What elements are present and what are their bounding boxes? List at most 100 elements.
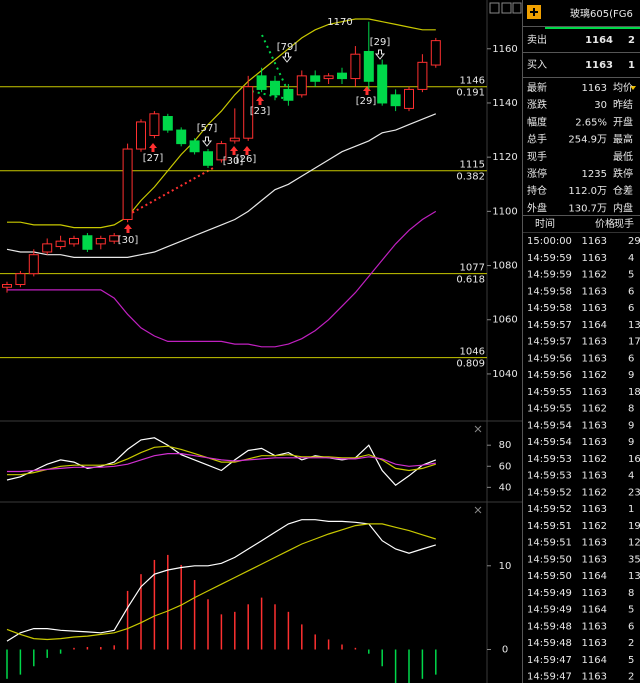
- quote-label: 涨跌: [527, 98, 547, 111]
- bid-price: 1163: [585, 60, 613, 71]
- quote-label: 内盘: [613, 201, 633, 214]
- signal-label: [79]: [277, 42, 298, 53]
- candle-body: [109, 235, 120, 242]
- trade-price: 1164: [582, 605, 607, 616]
- candle-body: [136, 121, 146, 150]
- candle-body: [350, 53, 361, 80]
- y-tick-label: 1100: [492, 206, 517, 217]
- trade-volume: 35: [628, 554, 640, 565]
- close-icon[interactable]: [474, 425, 482, 433]
- trend-dots: [245, 89, 293, 101]
- trade-time: 14:59:59: [527, 253, 572, 264]
- signal-label: [23]: [250, 106, 271, 117]
- candle-body: [430, 40, 441, 66]
- trade-time: 14:59:50: [527, 571, 572, 582]
- up-arrow: [149, 143, 157, 152]
- signals: [124, 34, 386, 233]
- quote-label: 外盘: [527, 201, 547, 214]
- trade-volume: 6: [628, 353, 634, 364]
- trade-time: 14:59:51: [527, 521, 572, 532]
- candle-body: [122, 148, 133, 220]
- trade-volume: 17: [628, 337, 640, 348]
- level-value: 1077: [460, 263, 485, 274]
- quote-label: 均价: [613, 82, 633, 94]
- candle-body: [176, 129, 187, 145]
- quote-label: 仓差: [613, 184, 633, 197]
- trade-price: 1163: [582, 437, 607, 448]
- bid-label: 买入: [527, 59, 547, 71]
- trade-time: 14:59:58: [527, 286, 572, 297]
- candle-body: [363, 50, 374, 82]
- trade-volume: 6: [628, 303, 634, 314]
- trade-price: 1162: [582, 404, 607, 415]
- quote-label: 最低: [613, 150, 633, 163]
- trade-volume: 19: [628, 521, 640, 532]
- quote-frame: [523, 5, 640, 233]
- oscillator-line: [7, 453, 436, 473]
- dropdown-icon[interactable]: [630, 86, 636, 90]
- up-arrow: [230, 146, 238, 155]
- trade-time: 14:59:51: [527, 538, 572, 549]
- candle-body: [2, 284, 12, 288]
- quote-label: 涨停: [527, 167, 547, 180]
- level-ratio: 0.191: [456, 88, 485, 99]
- tool-icon[interactable]: [489, 2, 500, 14]
- trade-volume: 5: [628, 655, 634, 666]
- quote-label: 最高: [613, 133, 633, 146]
- macd-plot: [6, 519, 437, 683]
- signal-label: [30]: [223, 156, 244, 167]
- trade-time: 14:59:55: [527, 387, 572, 398]
- trade-time: 14:59:48: [527, 621, 572, 632]
- trade-time: 14:59:50: [527, 554, 572, 565]
- y-tick-label: 80: [499, 440, 512, 451]
- bid-volume: 1: [628, 60, 635, 71]
- quote-label: 现手: [527, 150, 547, 163]
- signal-label: [30]: [118, 235, 139, 246]
- level-ratio: 0.382: [456, 172, 485, 183]
- trade-volume: 6: [628, 621, 634, 632]
- ask-price: 1164: [585, 35, 613, 46]
- trade-price: 1163: [582, 588, 607, 599]
- quote-value: 112.0万: [568, 186, 607, 197]
- oscillator-line: [6, 437, 437, 486]
- macd-line: [6, 519, 436, 642]
- quote-label: 持仓: [527, 184, 547, 197]
- candle-body: [377, 64, 388, 104]
- tool-icon[interactable]: [512, 2, 522, 14]
- candle-body: [390, 94, 401, 107]
- candle-body: [417, 61, 428, 90]
- trade-price: 1162: [582, 454, 607, 465]
- trade-time: 14:59:57: [527, 320, 572, 331]
- overlay-line: [6, 113, 437, 258]
- trade-time: 14:59:52: [527, 487, 572, 498]
- trade-volume: 2: [628, 672, 634, 683]
- trade-time: 14:59:56: [527, 370, 572, 381]
- trade-time: 14:59:49: [527, 588, 572, 599]
- trade-price: 1164: [582, 571, 607, 582]
- ask-label: 卖出: [527, 33, 547, 46]
- trade-volume: 4: [628, 253, 634, 264]
- toolbar: [489, 2, 522, 14]
- trend-dots: [127, 166, 216, 216]
- tool-icon[interactable]: [501, 2, 512, 14]
- candle-body: [162, 116, 173, 131]
- trade-price: 1164: [582, 655, 607, 666]
- candle-body: [216, 143, 227, 161]
- down-arrows: [201, 49, 386, 147]
- y-tick-label: 60: [499, 461, 512, 472]
- candle-body: [404, 88, 414, 109]
- signal-label: [57]: [197, 123, 218, 134]
- trade-volume: 9: [628, 437, 634, 448]
- candle-body: [149, 113, 160, 136]
- candle-body: [229, 137, 240, 142]
- trade-volume: 9: [628, 370, 634, 381]
- oscillator-line: [7, 445, 436, 476]
- candle-body: [15, 273, 26, 286]
- trade-time: 14:59:56: [527, 353, 572, 364]
- close-icon[interactable]: [474, 506, 482, 514]
- trade-price: 1163: [582, 471, 607, 482]
- add-icon: [530, 8, 538, 16]
